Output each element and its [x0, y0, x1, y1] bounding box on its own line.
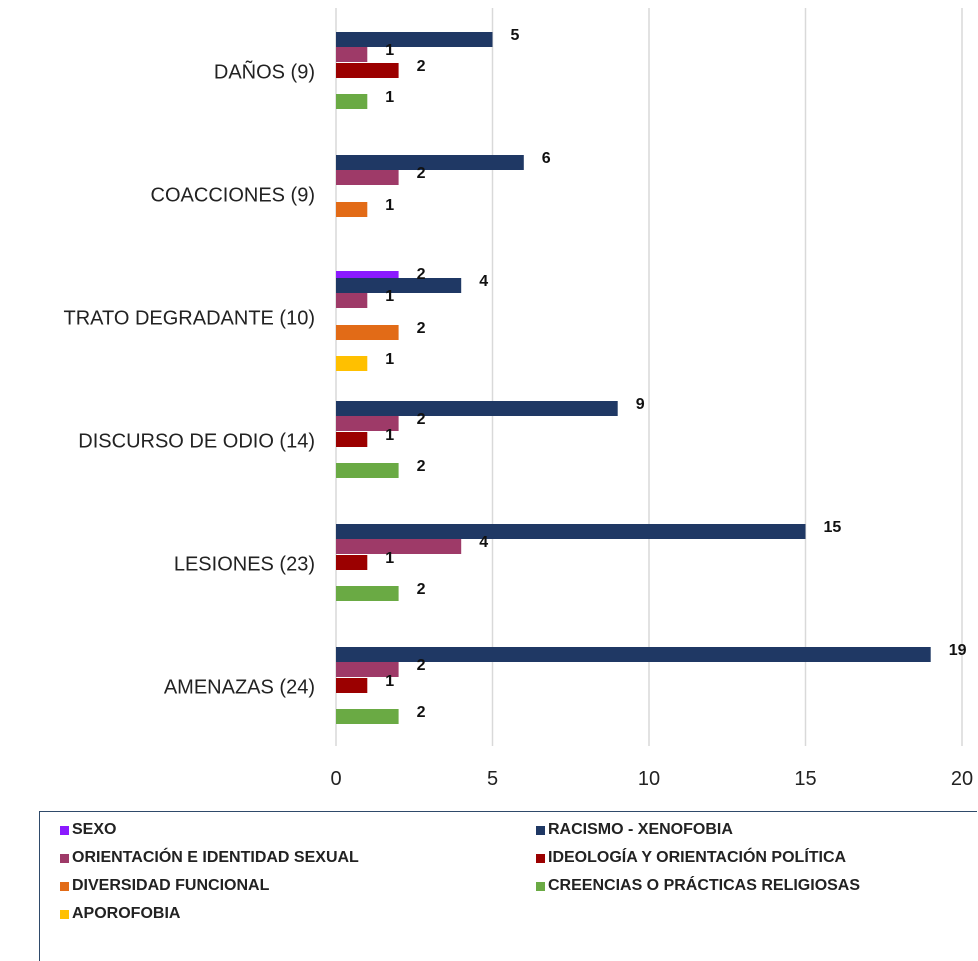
bar [336, 524, 806, 539]
bar [336, 678, 368, 693]
bar [336, 94, 368, 109]
x-tick-label: 5 [487, 768, 498, 790]
data-label: 1 [385, 89, 394, 106]
data-label: 1 [385, 550, 394, 567]
data-label: 1 [385, 288, 394, 305]
legend-swatch [60, 881, 69, 891]
bar [336, 325, 399, 340]
legend-swatch [536, 881, 545, 891]
bars [336, 32, 931, 724]
legend-item-orientacion-identidad-sexual: ORIENTACIÓN E IDENTIDAD SEXUAL [60, 849, 359, 867]
legend-swatch [60, 853, 69, 863]
bar [336, 47, 368, 62]
legend-item-ideologia-orientacion-politica: IDEOLOGÍA Y ORIENTACIÓN POLÍTICA [536, 849, 846, 867]
category-labels: DAÑOS (9) COACCIONES (9) TRATO DEGRADANTE … [63, 60, 315, 699]
legend-swatch [60, 825, 69, 835]
x-tick-label: 15 [794, 768, 816, 790]
data-label: 5 [511, 27, 520, 44]
category-label: LESIONES (23) [174, 554, 315, 576]
legend-item-diversidad-funcional: DIVERSIDAD FUNCIONAL [60, 877, 269, 895]
data-label: 15 [824, 519, 842, 536]
bar [336, 709, 399, 724]
data-label: 2 [417, 165, 426, 182]
legend-swatch [536, 853, 545, 863]
data-label: 2 [417, 58, 426, 75]
legend: SEXO RACISMO - XENOFOBIA ORIENTACIÓN E I… [39, 811, 977, 961]
data-label: 2 [417, 320, 426, 337]
data-label: 1 [385, 351, 394, 368]
data-label: 2 [417, 266, 426, 283]
bar [336, 170, 399, 185]
x-tick-label: 0 [330, 768, 341, 790]
legend-label: APOROFOBIA [72, 905, 181, 922]
legend-item-creencias-practicas-religiosas: CREENCIAS O PRÁCTICAS RELIGIOSAS [536, 877, 860, 895]
data-label: 2 [417, 458, 426, 475]
data-label: 6 [542, 150, 551, 167]
data-label: 1 [385, 673, 394, 690]
bar [336, 662, 399, 677]
bar [336, 356, 368, 371]
legend-label: ORIENTACIÓN E IDENTIDAD SEXUAL [72, 849, 359, 866]
data-label: 1 [385, 427, 394, 444]
legend-item-aporofobia: APOROFOBIA [60, 905, 180, 923]
legend-label: IDEOLOGÍA Y ORIENTACIÓN POLÍTICA [548, 849, 847, 866]
data-label: 2 [417, 581, 426, 598]
data-label: 2 [417, 704, 426, 721]
x-tick-label: 20 [951, 768, 973, 790]
legend-label: RACISMO - XENOFOBIA [548, 821, 733, 838]
bar [336, 293, 368, 308]
data-label: 4 [479, 273, 488, 290]
bar [336, 416, 399, 431]
bar [336, 63, 399, 78]
data-label: 1 [385, 42, 394, 59]
gridlines [335, 8, 963, 746]
legend-label: CREENCIAS O PRÁCTICAS RELIGIOSAS [548, 877, 861, 894]
data-label: 1 [385, 197, 394, 214]
data-label: 2 [417, 411, 426, 428]
bar [336, 32, 493, 47]
legend-swatch [536, 825, 545, 835]
x-axis-tick-labels: 0 5 10 15 20 [330, 768, 973, 790]
category-label: TRATO DEGRADANTE (10) [63, 308, 315, 330]
bar [336, 202, 368, 217]
legend-swatch [60, 909, 69, 919]
bar [336, 539, 462, 554]
legend-label: DIVERSIDAD FUNCIONAL [72, 877, 270, 894]
bar [336, 586, 399, 601]
category-label: DAÑOS (9) [214, 60, 315, 84]
x-tick-label: 10 [638, 768, 660, 790]
bar [336, 555, 368, 570]
bar [336, 278, 462, 293]
category-label: COACCIONES (9) [151, 185, 315, 207]
legend-label: SEXO [72, 821, 117, 838]
bar [336, 401, 618, 416]
bar [336, 463, 399, 478]
data-label: 4 [479, 534, 488, 551]
data-label: 19 [949, 642, 967, 659]
bar [336, 647, 931, 662]
data-label: 9 [636, 396, 645, 413]
legend-item-racismo-xenofobia: RACISMO - XENOFOBIA [536, 821, 733, 839]
data-label: 2 [417, 657, 426, 674]
bar [336, 155, 524, 170]
category-label: AMENAZAS (24) [164, 677, 315, 699]
legend-item-sexo: SEXO [60, 821, 116, 839]
category-label: DISCURSO DE ODIO (14) [78, 431, 315, 453]
bar [336, 432, 368, 447]
